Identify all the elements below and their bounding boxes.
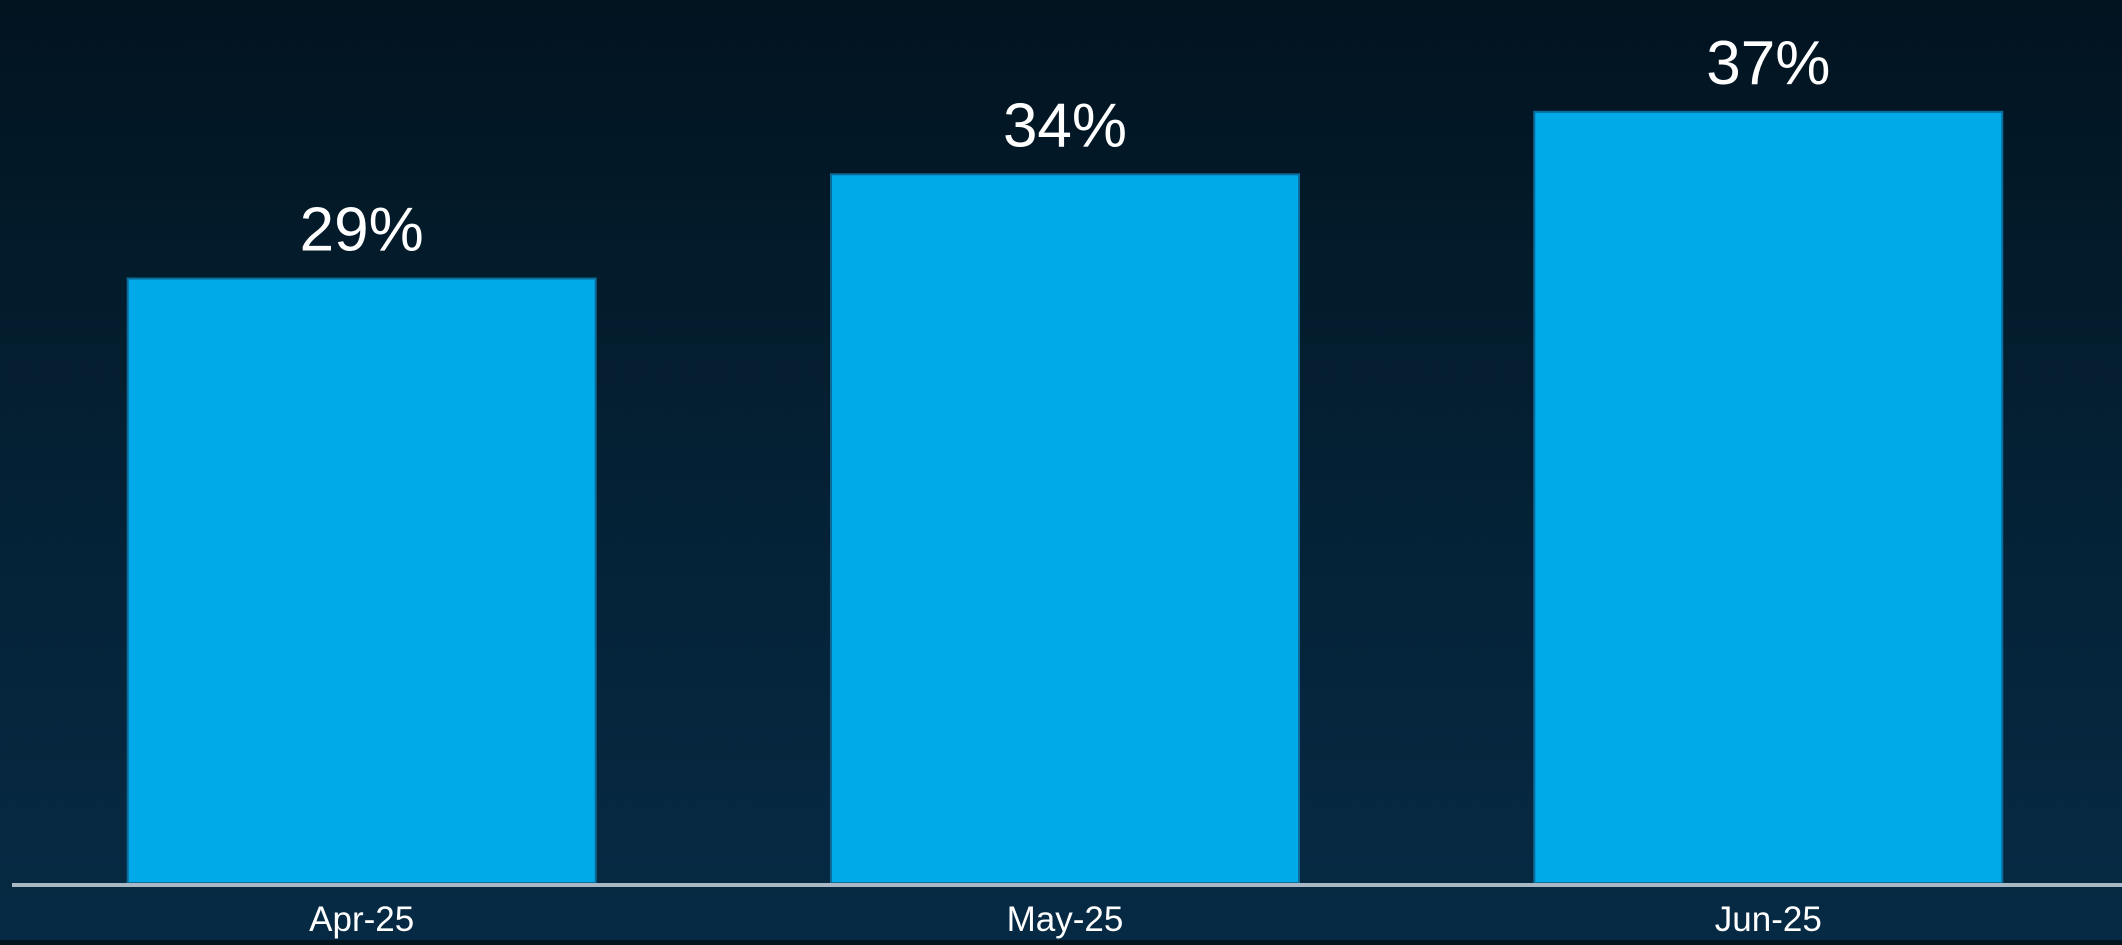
data-label-may-25: 34% bbox=[1003, 91, 1127, 160]
x-tick-label-jun-25: Jun-25 bbox=[1715, 900, 1822, 939]
data-label-apr-25: 29% bbox=[300, 196, 424, 265]
data-label-jun-25: 37% bbox=[1706, 29, 1830, 98]
x-tick-label-apr-25: Apr-25 bbox=[309, 900, 414, 939]
bar-apr-25 bbox=[128, 279, 596, 884]
bar-jun-25 bbox=[1534, 112, 2002, 883]
bar-may-25 bbox=[831, 174, 1299, 883]
x-tick-label-may-25: May-25 bbox=[1007, 900, 1124, 939]
